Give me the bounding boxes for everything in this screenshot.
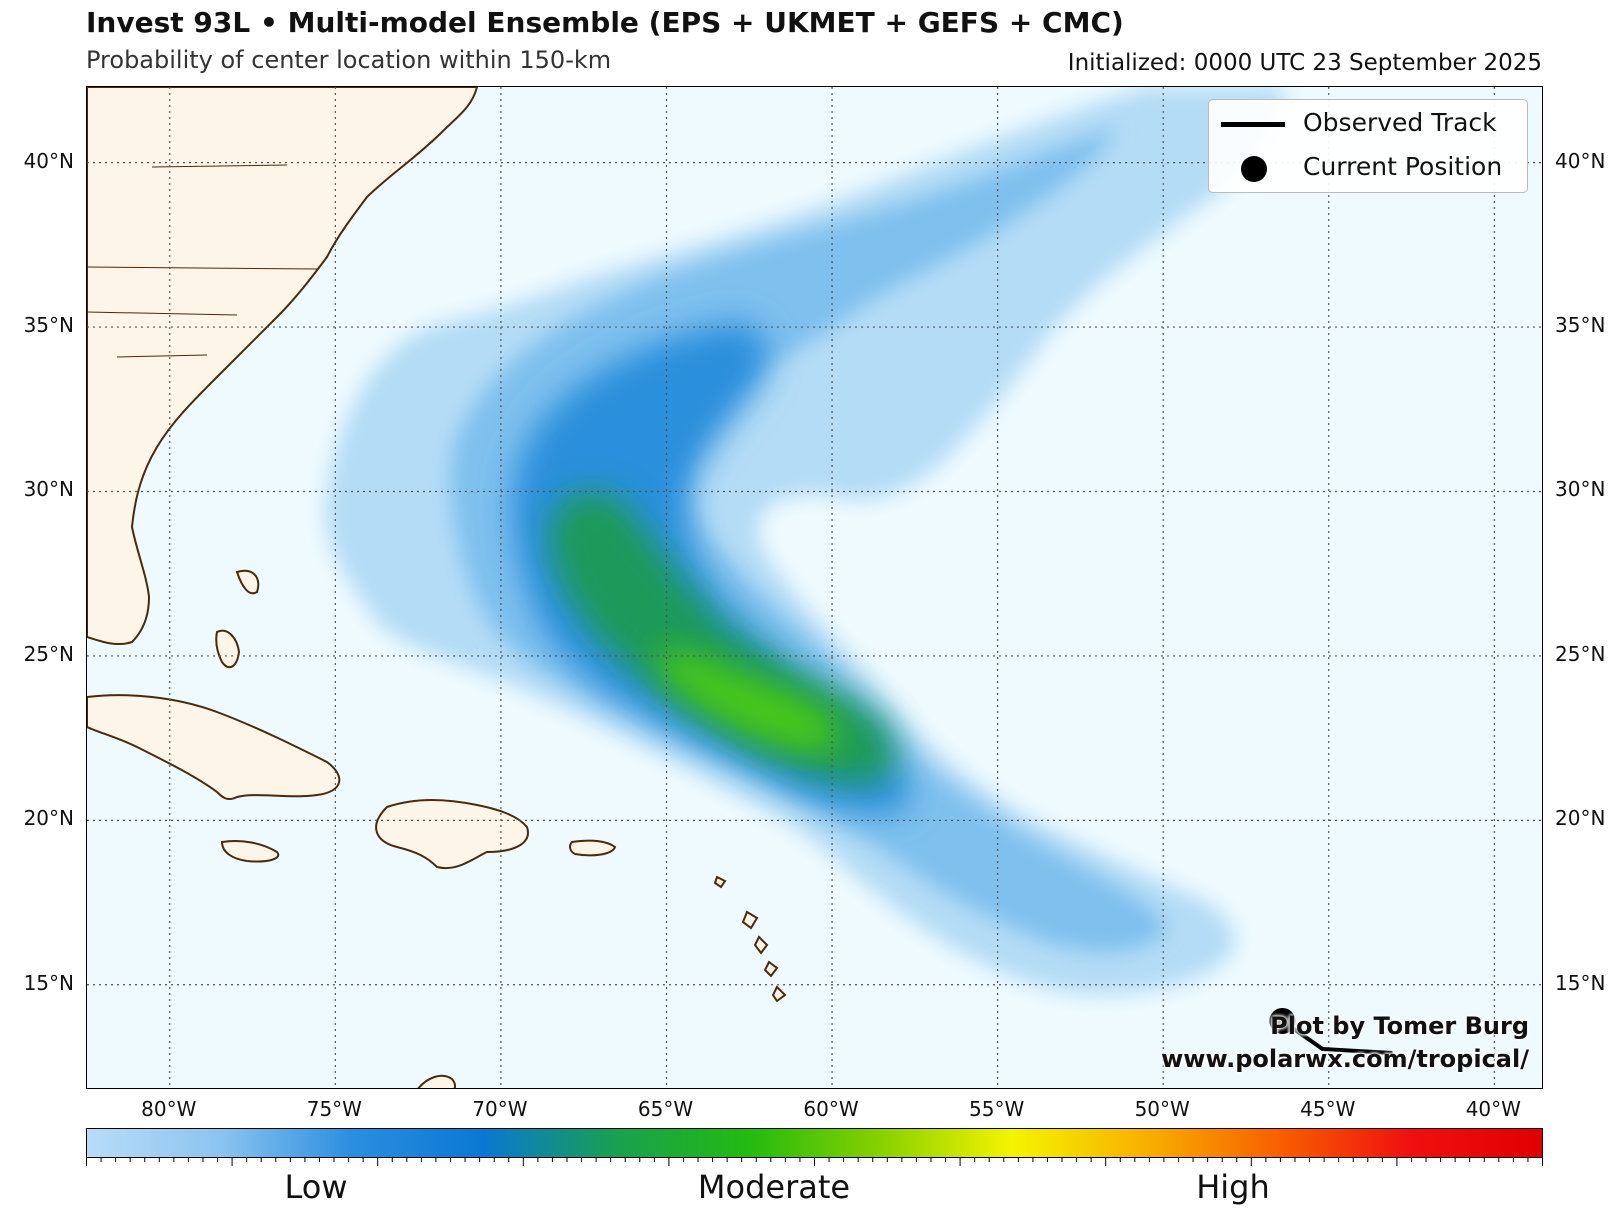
legend-observed-track: Observed Track [1303,108,1497,137]
lat-tick-label-left: 40°N [23,148,74,173]
credit-author: Plot by Tomer Burg [1270,1012,1529,1040]
lat-tick-label-right: 25°N [1555,641,1606,666]
border-line-2 [87,311,238,316]
lesser-antilles-5 [771,985,787,1003]
current-position-marker [1269,1007,1296,1034]
map-canvas [87,87,1542,1088]
lesser-antilles-4 [763,960,779,978]
legend-row-track: Observed Track [1209,102,1527,142]
colorbar-label-moderate: Moderate [697,1168,851,1206]
lat-tick-label-left: 20°N [23,806,74,831]
position-dot-swatch [1241,156,1267,182]
lon-tick-label: 55°W [969,1097,1025,1121]
swath-low-outer [326,87,1287,994]
lon-tick-label: 70°W [472,1097,528,1121]
swath-peak [657,647,840,751]
jamaica [220,840,280,863]
lat-tick-label-left: 15°N [23,970,74,995]
cuba [87,694,341,801]
bahamas-andros [215,629,241,669]
init-time: Initialized: 0000 UTC 23 September 2025 [1067,50,1542,76]
map-title: Invest 93L • Multi-model Ensemble (EPS +… [86,6,1124,39]
lon-tick-label: 40°W [1465,1097,1521,1121]
swath-low-inner [450,127,1167,952]
lon-tick-label: 80°W [141,1097,197,1121]
bahamas-abaco [235,569,260,595]
lon-tick-label: 50°W [1134,1097,1190,1121]
colorbar-ticks [86,1158,1543,1166]
lon-tick-label: 65°W [637,1097,694,1121]
observed-track-line [1281,1019,1393,1055]
puerto-rico [569,839,617,857]
lat-tick-label-right: 30°N [1555,477,1606,502]
lon-tick-label: 60°W [803,1097,859,1121]
state-borders [87,164,318,358]
colorbar-label-high: High [1196,1168,1270,1206]
lesser-antilles-1 [713,875,727,889]
hispaniola [375,799,529,870]
lon-tick-label: 45°W [1300,1097,1356,1121]
lat-tick-label-left: 35°N [23,313,74,338]
lat-tick-label-right: 35°N [1555,313,1606,338]
legend-row-position: Current Position [1209,146,1527,186]
credit-url: www.polarwx.com/tropical/ [1161,1045,1529,1073]
lat-tick-label-left: 30°N [23,477,74,502]
legend-current-position: Current Position [1303,152,1503,181]
lon-tick-label: 75°W [306,1097,362,1121]
colorbar [86,1128,1543,1158]
lat-tick-label-right: 20°N [1555,806,1606,831]
legend: Observed Track Current Position [1208,99,1528,193]
colorbar-label-low: Low [284,1168,348,1206]
lat-tick-label-right: 15°N [1555,970,1606,995]
lat-tick-label-left: 25°N [23,641,74,666]
south-america-coast [417,1074,456,1088]
border-line-3 [151,164,288,168]
border-line-1 [87,266,318,270]
lesser-antilles-2 [741,910,759,930]
lesser-antilles-3 [753,935,769,955]
land-masses [87,87,787,1088]
map-plot-area [86,86,1543,1089]
probability-swath [326,87,1287,994]
map-subtitle: Probability of center location within 15… [86,46,612,74]
graticule [87,87,1542,1088]
border-line-4 [116,354,208,358]
us-east-coast [87,87,479,646]
track-line-swatch [1221,122,1285,127]
lat-tick-label-right: 40°N [1555,148,1606,173]
